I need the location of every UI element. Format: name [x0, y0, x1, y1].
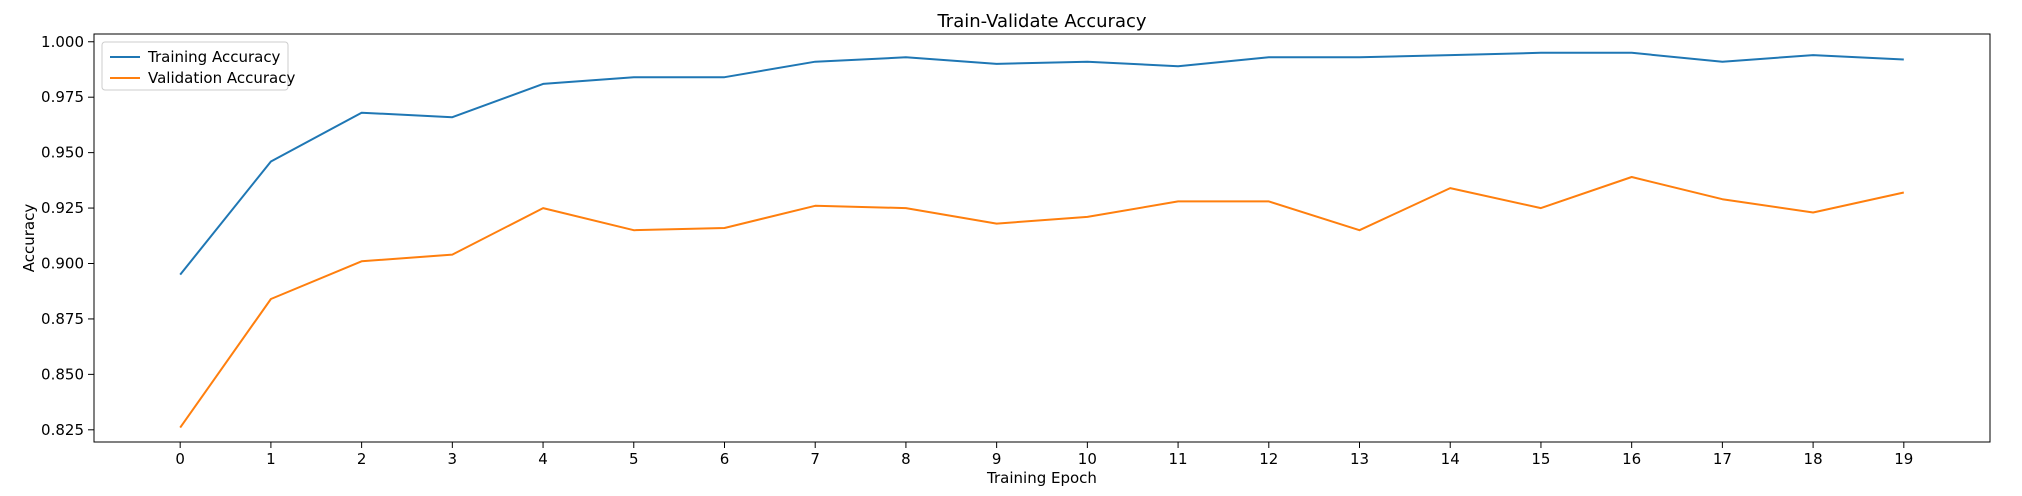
y-tick-label: 0.825	[41, 421, 84, 439]
x-tick-label: 6	[720, 450, 730, 468]
x-tick-label: 7	[810, 450, 820, 468]
x-tick-label: 19	[1894, 450, 1913, 468]
plot-frame	[93, 33, 1991, 443]
x-tick-label: 15	[1531, 450, 1550, 468]
y-tick-label: 0.950	[41, 144, 84, 162]
x-tick-label: 4	[538, 450, 548, 468]
x-tick-label: 14	[1441, 450, 1460, 468]
x-tick-label: 8	[901, 450, 911, 468]
x-tick-label: 11	[1169, 450, 1188, 468]
x-tick-label: 10	[1078, 450, 1097, 468]
x-tick-label: 9	[992, 450, 1002, 468]
x-tick-label: 16	[1622, 450, 1641, 468]
legend: Training Accuracy Validation Accuracy	[101, 41, 295, 91]
x-axis-ticks: 0 1 2 3 4 5 6 7 8 9 10 11 12 13 14 15 16 17 18 19	[175, 442, 1913, 468]
legend-label: Validation Accuracy	[148, 69, 295, 87]
x-tick-label: 0	[175, 450, 185, 468]
x-tick-label: 5	[629, 450, 639, 468]
y-tick-label: 0.925	[41, 199, 84, 217]
x-tick-label: 1	[266, 450, 276, 468]
y-tick-label: 0.875	[41, 310, 84, 328]
legend-box	[101, 41, 289, 91]
x-axis-label: Training Epoch	[986, 469, 1097, 487]
series-line-validation	[179, 176, 1905, 429]
x-tick-label: 2	[357, 450, 367, 468]
x-tick-label: 3	[448, 450, 458, 468]
series-line-training	[179, 51, 1904, 276]
chart-title: Train-Validate Accuracy	[936, 11, 1146, 32]
y-tick-label: 1.000	[41, 33, 84, 51]
y-tick-label: 0.900	[41, 255, 84, 273]
x-tick-label: 13	[1350, 450, 1369, 468]
x-tick-label: 17	[1713, 450, 1732, 468]
x-tick-label: 18	[1804, 450, 1823, 468]
y-axis-ticks: 0.825 0.850 0.875 0.900 0.925 0.950 0.975 1.000	[41, 33, 94, 439]
legend-label: Training Accuracy	[147, 48, 281, 66]
y-tick-label: 0.850	[41, 365, 84, 383]
y-tick-label: 0.975	[41, 88, 84, 106]
y-axis-label: Accuracy	[20, 204, 38, 273]
series-lines	[179, 51, 1905, 429]
x-tick-label: 12	[1259, 450, 1278, 468]
